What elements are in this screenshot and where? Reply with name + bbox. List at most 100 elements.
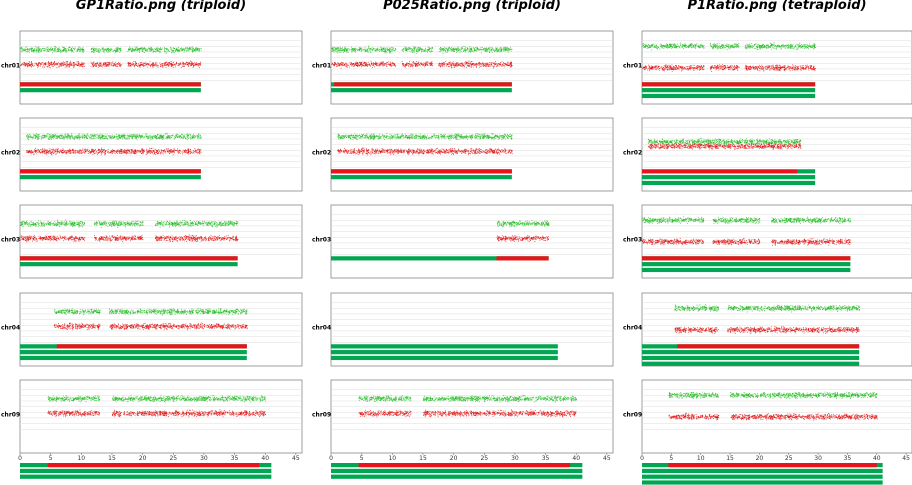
data-point xyxy=(100,65,101,66)
data-point xyxy=(36,52,37,53)
data-point xyxy=(225,225,226,226)
data-point xyxy=(79,225,80,226)
data-point xyxy=(77,222,78,223)
data-point xyxy=(106,136,107,137)
data-point xyxy=(117,227,118,228)
data-point xyxy=(182,62,183,63)
data-point xyxy=(24,64,25,65)
data-point xyxy=(55,63,56,64)
data-point xyxy=(39,223,40,224)
data-point xyxy=(25,236,26,237)
data-point xyxy=(74,49,75,50)
data-point xyxy=(237,239,238,240)
data-point xyxy=(166,136,167,137)
data-point xyxy=(228,223,229,224)
data-point xyxy=(73,150,74,151)
data-point xyxy=(230,221,231,222)
data-point xyxy=(137,152,138,153)
data-point xyxy=(172,50,173,51)
data-point xyxy=(219,235,220,236)
data-point xyxy=(101,137,102,138)
data-point xyxy=(51,238,52,239)
data-point xyxy=(216,224,217,225)
data-point xyxy=(203,225,204,226)
data-point xyxy=(90,152,91,153)
data-point xyxy=(147,67,148,68)
data-point xyxy=(121,153,122,154)
data-point xyxy=(149,148,150,149)
data-point xyxy=(60,50,61,51)
data-point xyxy=(43,237,44,238)
data-point xyxy=(225,223,226,224)
data-point xyxy=(174,51,175,52)
data-point xyxy=(133,136,134,137)
data-point xyxy=(86,149,87,150)
data-point xyxy=(36,153,37,154)
data-point xyxy=(51,149,52,150)
data-point xyxy=(128,65,129,66)
data-point xyxy=(200,224,201,225)
data-point xyxy=(129,138,130,139)
data-point xyxy=(233,240,234,241)
data-point xyxy=(158,153,159,154)
data-point xyxy=(80,64,81,65)
data-point xyxy=(92,154,93,155)
data-point xyxy=(137,150,138,151)
data-point xyxy=(187,153,188,154)
data-point xyxy=(170,241,171,242)
data-point xyxy=(124,136,125,137)
data-point xyxy=(150,61,151,62)
data-point xyxy=(119,135,120,136)
data-point xyxy=(229,221,230,222)
data-point xyxy=(112,236,113,237)
data-point xyxy=(121,236,122,237)
data-point xyxy=(183,136,184,137)
data-point xyxy=(72,226,73,227)
data-point xyxy=(152,137,153,138)
data-point xyxy=(58,151,59,152)
data-point xyxy=(53,153,54,154)
data-point xyxy=(153,154,154,155)
data-point xyxy=(138,238,139,239)
data-point xyxy=(21,225,22,226)
data-point xyxy=(34,239,35,240)
data-point xyxy=(179,137,180,138)
data-point xyxy=(177,136,178,137)
data-point xyxy=(70,151,71,152)
data-point xyxy=(77,50,78,51)
data-point xyxy=(235,239,236,240)
data-point xyxy=(163,151,164,152)
data-point xyxy=(195,151,196,152)
data-point xyxy=(109,135,110,136)
data-point xyxy=(176,225,177,226)
data-point xyxy=(186,236,187,237)
data-point xyxy=(158,150,159,151)
data-point xyxy=(36,222,37,223)
data-point xyxy=(76,64,77,65)
data-point xyxy=(63,47,64,48)
data-point xyxy=(233,225,234,226)
data-point xyxy=(94,48,95,49)
data-point xyxy=(104,154,105,155)
data-point xyxy=(107,139,108,140)
data-point xyxy=(166,51,167,52)
data-point xyxy=(147,151,148,152)
data-point xyxy=(107,240,108,241)
data-point xyxy=(54,239,55,240)
data-point xyxy=(196,235,197,236)
data-point xyxy=(214,223,215,224)
data-point xyxy=(28,238,29,239)
data-point xyxy=(102,223,103,224)
data-point xyxy=(56,149,57,150)
data-point xyxy=(67,138,68,139)
data-point xyxy=(215,221,216,222)
data-point xyxy=(137,49,138,50)
data-point xyxy=(63,240,64,241)
data-point xyxy=(141,222,142,223)
data-point xyxy=(108,63,109,64)
data-point xyxy=(47,66,48,67)
data-point xyxy=(77,224,78,225)
data-point xyxy=(210,239,211,240)
data-point xyxy=(73,153,74,154)
data-point xyxy=(101,62,102,63)
